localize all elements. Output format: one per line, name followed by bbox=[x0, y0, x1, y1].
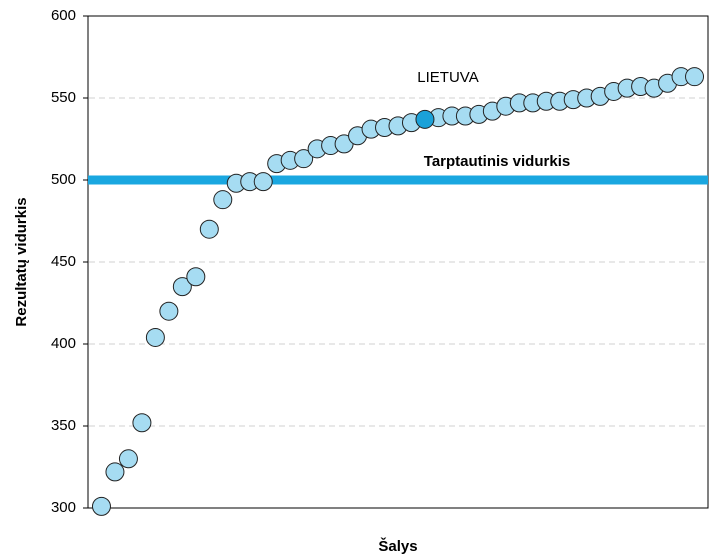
y-axis-label: Rezultatų vidurkis bbox=[13, 197, 30, 326]
point bbox=[105, 462, 125, 482]
marks: Tarptautinis vidurkis LIETUVA bbox=[88, 67, 708, 516]
point bbox=[685, 67, 705, 87]
y-tick-label: 450 bbox=[51, 253, 76, 270]
point bbox=[253, 172, 273, 192]
point bbox=[91, 496, 111, 516]
point bbox=[294, 149, 314, 169]
y-tick-label: 350 bbox=[51, 417, 76, 434]
point bbox=[172, 277, 192, 297]
y-tick-label: 550 bbox=[51, 89, 76, 106]
y-tick-label: 400 bbox=[51, 335, 76, 352]
y-tick-label: 300 bbox=[51, 499, 76, 516]
grid bbox=[89, 97, 707, 427]
point bbox=[118, 449, 138, 469]
x-axis-label: Šalys bbox=[378, 537, 417, 555]
point bbox=[132, 413, 152, 433]
point bbox=[415, 109, 435, 129]
point bbox=[159, 301, 179, 321]
point bbox=[213, 190, 233, 210]
point bbox=[199, 219, 219, 239]
point bbox=[186, 267, 206, 287]
y-tick-label: 500 bbox=[51, 171, 76, 188]
y-tick-label: 600 bbox=[51, 7, 76, 24]
annotation: LIETUVA bbox=[417, 69, 478, 86]
reference-label: Tarptautinis vidurkis bbox=[424, 153, 570, 170]
point bbox=[145, 327, 165, 347]
